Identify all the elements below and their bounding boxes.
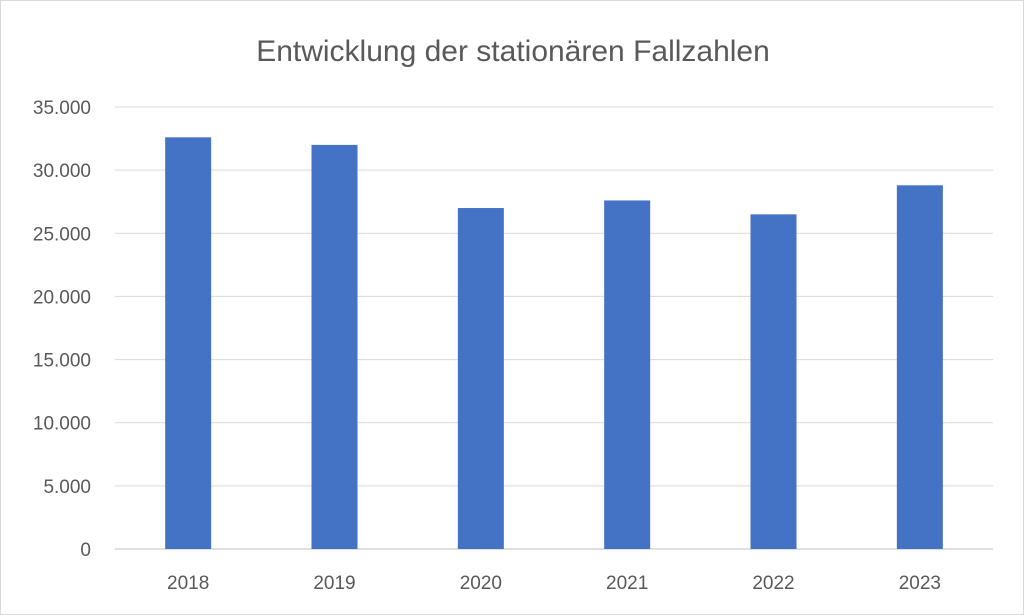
x-tick-label: 2021 [606, 573, 648, 594]
bars [165, 137, 943, 550]
x-tick-label: 2019 [313, 573, 355, 594]
y-tick-label: 25.000 [33, 224, 91, 245]
bar-2021 [604, 200, 651, 550]
y-tick-label: 0 [80, 540, 91, 561]
bar-2020 [457, 208, 504, 549]
y-axis-ticks: 0 5.000 10.000 15.000 20.000 25.000 30.000 35.0… [33, 98, 91, 561]
chart-title: Entwicklung der stationären Fallzahlen [256, 35, 770, 68]
bar-2023 [896, 185, 943, 549]
y-tick-label: 5.000 [43, 477, 91, 498]
gridlines [115, 106, 993, 550]
x-tick-label: 2020 [460, 573, 502, 594]
x-tick-label: 2022 [752, 573, 794, 594]
x-tick-label: 2018 [167, 573, 209, 594]
bar-2018 [165, 137, 212, 549]
x-tick-label: 2023 [899, 573, 941, 594]
y-tick-label: 35.000 [33, 98, 91, 119]
y-tick-label: 10.000 [33, 414, 91, 435]
bar-2019 [311, 144, 358, 549]
y-tick-label: 20.000 [33, 287, 91, 308]
y-tick-label: 30.000 [33, 161, 91, 182]
y-tick-label: 15.000 [33, 351, 91, 372]
bar-2022 [750, 214, 797, 550]
x-axis-ticks: 2018 2019 2020 2021 2022 2023 [167, 573, 941, 594]
